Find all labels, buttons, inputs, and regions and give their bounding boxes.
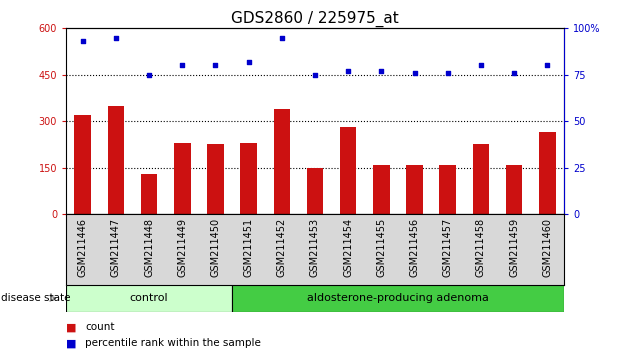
Text: GSM211454: GSM211454: [343, 218, 353, 277]
Text: disease state: disease state: [1, 293, 71, 303]
Point: [210, 63, 220, 68]
Text: GSM211449: GSM211449: [177, 218, 187, 277]
Bar: [108, 106, 124, 214]
Point: [343, 68, 353, 74]
Text: ■: ■: [66, 322, 77, 332]
Text: GSM211447: GSM211447: [111, 218, 121, 277]
Bar: [440, 165, 456, 214]
Bar: [506, 165, 522, 214]
Bar: [174, 143, 191, 214]
Bar: [207, 144, 224, 214]
Bar: [340, 127, 357, 214]
Point: [443, 70, 453, 76]
Point: [476, 63, 486, 68]
Text: GSM211450: GSM211450: [210, 218, 220, 277]
Text: ■: ■: [66, 338, 77, 348]
Bar: [232, 285, 564, 312]
Point: [77, 39, 88, 44]
Text: GSM211446: GSM211446: [77, 218, 88, 277]
Point: [277, 35, 287, 40]
Point: [144, 72, 154, 78]
Point: [542, 63, 553, 68]
Bar: [539, 132, 556, 214]
Text: GSM211452: GSM211452: [277, 218, 287, 277]
Bar: [273, 109, 290, 214]
Point: [509, 70, 519, 76]
Point: [376, 68, 386, 74]
Point: [310, 72, 320, 78]
Text: percentile rank within the sample: percentile rank within the sample: [85, 338, 261, 348]
Point: [111, 35, 121, 40]
Point: [244, 59, 254, 65]
Text: GDS2860 / 225975_at: GDS2860 / 225975_at: [231, 11, 399, 27]
Text: GSM211457: GSM211457: [443, 218, 453, 277]
Text: GSM211451: GSM211451: [244, 218, 254, 277]
Text: GSM211459: GSM211459: [509, 218, 519, 277]
Point: [410, 70, 420, 76]
Text: GSM211453: GSM211453: [310, 218, 320, 277]
Text: GSM211456: GSM211456: [410, 218, 420, 277]
Text: GSM211448: GSM211448: [144, 218, 154, 277]
Bar: [66, 285, 232, 312]
Text: count: count: [85, 322, 115, 332]
Bar: [74, 115, 91, 214]
Bar: [307, 168, 323, 214]
Bar: [472, 144, 489, 214]
Text: GSM211458: GSM211458: [476, 218, 486, 277]
Text: control: control: [130, 293, 168, 303]
Text: GSM211460: GSM211460: [542, 218, 553, 277]
Text: aldosterone-producing adenoma: aldosterone-producing adenoma: [307, 293, 489, 303]
Point: [177, 63, 187, 68]
Bar: [240, 143, 257, 214]
Bar: [141, 174, 158, 214]
Bar: [406, 165, 423, 214]
Bar: [373, 165, 389, 214]
Text: GSM211455: GSM211455: [376, 218, 386, 277]
